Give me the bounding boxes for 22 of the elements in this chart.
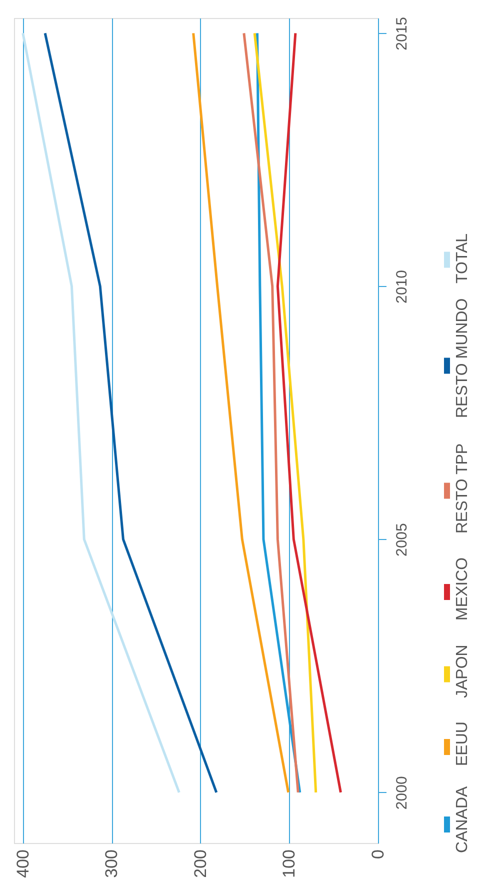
line-series bbox=[44, 32, 218, 794]
line-series bbox=[22, 32, 180, 794]
line-series bbox=[276, 32, 342, 794]
y-tick-label: 2005 bbox=[394, 523, 410, 557]
legend-label: MEXICO bbox=[454, 557, 471, 620]
y-tick-label: 2010 bbox=[394, 270, 410, 304]
line-series bbox=[253, 32, 318, 794]
y-tick-label: 2015 bbox=[394, 16, 410, 50]
x-tick-label: 0 bbox=[368, 850, 388, 859]
legend-label: JAPON bbox=[454, 644, 471, 698]
line-series bbox=[192, 32, 290, 794]
x-tick-label: 100 bbox=[280, 850, 299, 878]
legend-label: EEUU bbox=[454, 722, 471, 766]
x-tick-label: 300 bbox=[102, 850, 122, 878]
x-tick-label: 200 bbox=[190, 850, 210, 878]
line-series bbox=[242, 32, 300, 794]
legend-label: RESTO TPP bbox=[454, 443, 471, 534]
legend-label: CANADA bbox=[454, 786, 471, 853]
y-tick-label: 2000 bbox=[394, 776, 410, 810]
legend-label: RESTO MUNDO bbox=[454, 298, 471, 418]
x-tick-label: 400 bbox=[13, 850, 32, 878]
legend-label: TOTAL bbox=[454, 233, 471, 284]
